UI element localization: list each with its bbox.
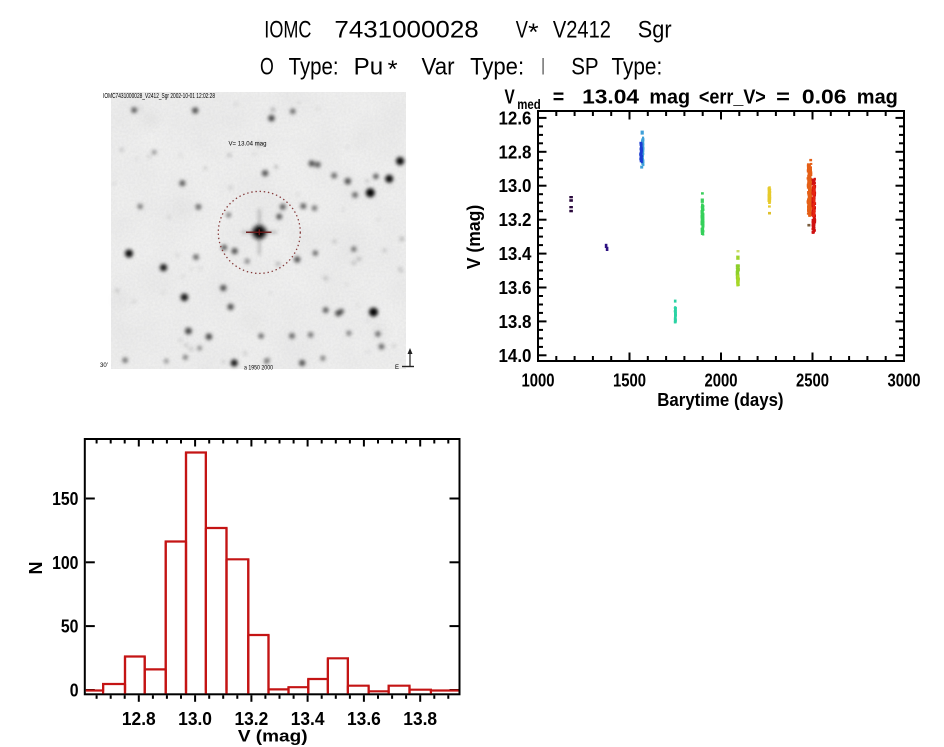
svg-text:13.2: 13.2 (234, 709, 268, 729)
svg-text:13.4: 13.4 (291, 709, 325, 729)
svg-text:13.6: 13.6 (499, 278, 532, 298)
svg-text:2500: 2500 (796, 371, 829, 391)
svg-text:V= 13.04 mag: V= 13.04 mag (229, 141, 267, 148)
svg-text:1500: 1500 (613, 371, 646, 391)
svg-text:SP: SP (571, 54, 598, 81)
svg-text:50: 50 (61, 617, 79, 637)
svg-text:150: 150 (52, 489, 78, 509)
svg-text:Pu: Pu (354, 54, 384, 81)
svg-text:E: E (395, 365, 399, 371)
svg-text:V2412: V2412 (553, 17, 611, 44)
svg-text:13.8: 13.8 (499, 312, 532, 332)
svg-text:V (mag): V (mag) (464, 205, 484, 270)
svg-text:12.8: 12.8 (122, 709, 156, 729)
svg-text:<err_V>: <err_V> (699, 86, 766, 108)
svg-text:Var: Var (422, 54, 455, 81)
svg-text:*: * (388, 56, 398, 83)
svg-text:13.0: 13.0 (178, 709, 212, 729)
svg-text:Type:: Type: (289, 54, 339, 81)
svg-text:7431000028: 7431000028 (334, 17, 478, 44)
svg-text:13.2: 13.2 (499, 210, 532, 230)
svg-text:2000: 2000 (705, 371, 738, 391)
svg-text:12.6: 12.6 (499, 108, 532, 128)
svg-text:14.0: 14.0 (499, 346, 532, 366)
svg-text:IOMC: IOMC (264, 17, 311, 44)
svg-text:IOMC7431000028_V2412_Sgr 2002-: IOMC7431000028_V2412_Sgr 2002-10-01 12:0… (103, 93, 215, 100)
svg-text:mag: mag (857, 86, 898, 108)
svg-text:Type:: Type: (470, 54, 524, 81)
svg-text:12.8: 12.8 (499, 142, 532, 162)
svg-text:3000: 3000 (888, 371, 921, 391)
svg-text:a 1950 2000: a 1950 2000 (244, 366, 274, 372)
svg-text:*: * (528, 19, 539, 46)
svg-text:V: V (505, 86, 516, 108)
svg-text:1000: 1000 (522, 371, 555, 391)
svg-text:0: 0 (70, 681, 79, 701)
svg-text:Type:: Type: (612, 54, 663, 81)
svg-text:100: 100 (52, 553, 78, 573)
svg-text:0.06: 0.06 (802, 86, 847, 108)
svg-text:13.6: 13.6 (347, 709, 381, 729)
svg-text:O: O (260, 54, 274, 81)
svg-text:13.8: 13.8 (403, 709, 437, 729)
svg-text:13.0: 13.0 (499, 176, 532, 196)
svg-text:V: V (516, 17, 528, 44)
svg-text:V (mag): V (mag) (238, 728, 308, 746)
svg-text:Sgr: Sgr (638, 17, 672, 44)
svg-text:N: N (26, 562, 46, 575)
svg-text:I: I (542, 54, 545, 81)
svg-text:Barytime (days): Barytime (days) (657, 390, 783, 410)
svg-text:13.04: 13.04 (582, 86, 640, 108)
svg-text:=: = (553, 86, 565, 108)
svg-text:med: med (517, 97, 541, 112)
svg-text:13.4: 13.4 (499, 244, 532, 264)
svg-text:30′: 30′ (100, 363, 109, 369)
svg-text:mag: mag (649, 86, 690, 108)
svg-text:=: = (776, 86, 790, 108)
